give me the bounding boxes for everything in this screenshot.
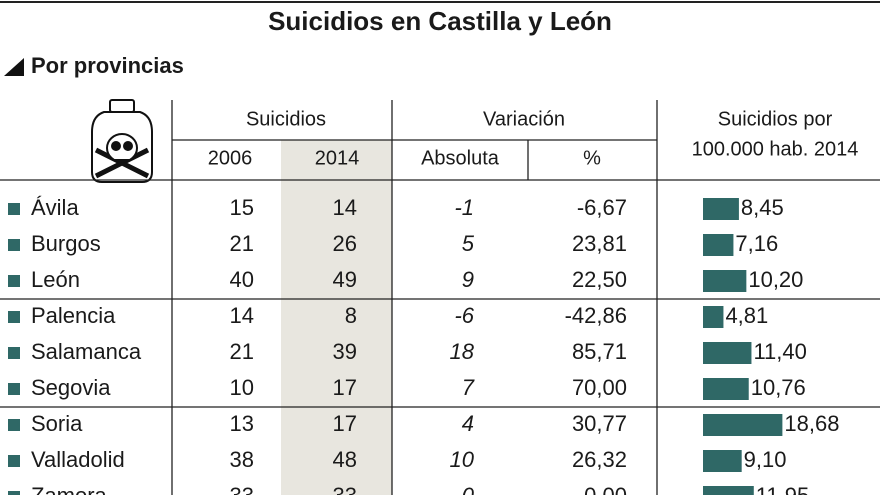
bullet (8, 311, 20, 323)
cell: 13 (230, 411, 254, 436)
cell: 26 (333, 231, 357, 256)
cell: 14 (230, 303, 254, 328)
cell: 39 (333, 339, 357, 364)
cell: 10 (230, 375, 254, 400)
bar-label: 4,81 (725, 303, 768, 328)
cell: 8 (345, 303, 357, 328)
cell: 4 (462, 411, 474, 436)
bar (703, 486, 754, 495)
province: Zamora (31, 483, 108, 495)
cell: 23,81 (572, 231, 627, 256)
cell: 49 (333, 267, 357, 292)
bar-label: 11,40 (753, 339, 806, 364)
cell: 38 (230, 447, 254, 472)
cell: 0 (462, 483, 475, 495)
cell: 70,00 (572, 375, 627, 400)
cell: -6,67 (577, 195, 627, 220)
header-cell: Suicidios (246, 108, 326, 130)
cell: 15 (230, 195, 254, 220)
province: Ávila (31, 195, 79, 220)
cell: 0,00 (584, 483, 627, 495)
bullet (8, 491, 20, 495)
cell: 33 (230, 483, 254, 495)
header-cell: 100.000 hab. 2014 (692, 138, 859, 160)
cell: 22,50 (572, 267, 627, 292)
province: León (31, 267, 80, 292)
cell: 33 (333, 483, 357, 495)
cell: 10 (450, 447, 475, 472)
cell: 30,77 (572, 411, 627, 436)
bullet (8, 455, 20, 467)
bar (703, 306, 724, 328)
skull-icon (91, 99, 153, 183)
bar-label: 11,95 (756, 483, 809, 495)
subtitle-triangle (4, 58, 24, 76)
highlight-column (281, 140, 392, 495)
bullet (8, 419, 20, 431)
bullet (8, 275, 20, 287)
header-cell: 2014 (315, 147, 360, 169)
header-cell: Suicidios por (718, 108, 833, 130)
bar-label: 18,68 (784, 411, 839, 436)
cell: 21 (230, 231, 254, 256)
province: Segovia (31, 375, 111, 400)
header-cell: Absoluta (421, 147, 500, 169)
cell: 40 (230, 267, 254, 292)
bar-label: 9,10 (744, 447, 787, 472)
cell: 7 (462, 375, 475, 400)
cell: 9 (462, 267, 474, 292)
cell: -42,86 (565, 303, 627, 328)
bar-label: 8,45 (741, 195, 784, 220)
province: Valladolid (31, 447, 125, 472)
cell: 5 (462, 231, 475, 256)
cell: 17 (333, 411, 357, 436)
bar-label: 7,16 (735, 231, 778, 256)
cell: 17 (333, 375, 357, 400)
province: Salamanca (31, 339, 142, 364)
header-cell: % (583, 147, 601, 169)
cell: 21 (230, 339, 254, 364)
bar (703, 414, 783, 436)
bar (703, 198, 739, 220)
province: Burgos (31, 231, 101, 256)
cell: -1 (454, 195, 474, 220)
province: Palencia (31, 303, 116, 328)
cell: 26,32 (572, 447, 627, 472)
cell: 14 (333, 195, 357, 220)
header-cell: Variación (483, 108, 565, 130)
bullet (8, 239, 20, 251)
bar (703, 378, 749, 400)
cell: -6 (454, 303, 474, 328)
bullet (8, 347, 20, 359)
cell: 85,71 (572, 339, 627, 364)
bar-label: 10,76 (751, 375, 806, 400)
subtitle: Por provincias (31, 53, 184, 78)
bar (703, 270, 747, 292)
bar (703, 342, 752, 364)
bar (703, 234, 734, 256)
bullet (8, 203, 20, 215)
title: Suicidios en Castilla y León (268, 6, 612, 36)
cell: 18 (450, 339, 475, 364)
bullet (8, 383, 20, 395)
province: Soria (31, 411, 83, 436)
header-cell: 2006 (208, 147, 253, 169)
bar-label: 10,20 (748, 267, 803, 292)
cell: 48 (333, 447, 357, 472)
bar (703, 450, 742, 472)
